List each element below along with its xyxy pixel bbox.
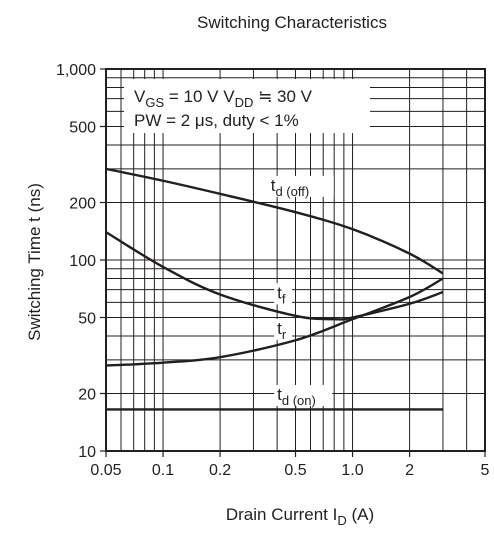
y-tick-label: 10 <box>78 444 96 461</box>
series-label-background <box>274 283 293 305</box>
td-on-label: td (on) <box>277 385 316 408</box>
series-label-background <box>267 175 334 197</box>
tick-labels: 0.05 0.1 0.2 0.5 1.0 2 5 10 20 50 100 200 500 1,000 <box>56 62 490 479</box>
condition-text: V <box>134 87 146 106</box>
condition-subscript: DD <box>235 95 254 110</box>
y-axis-label: Switching Time t (ns) <box>25 183 44 341</box>
x-axis-label: Drain Current ID (A) <box>226 505 374 528</box>
series-layer <box>105 167 444 411</box>
x-tick-label: 2 <box>405 462 414 479</box>
series-label-sub: d (on) <box>282 393 316 408</box>
series-label-sub: r <box>282 327 287 342</box>
chart-title: Switching Characteristics <box>197 13 387 32</box>
y-tick-label: 100 <box>69 253 96 270</box>
x-tick-label: 0.5 <box>284 462 306 479</box>
y-tick-label: 1,000 <box>56 62 96 79</box>
x-tick-label: 0.2 <box>209 462 231 479</box>
series-label-main: t <box>277 283 282 302</box>
series-label-background <box>274 318 293 340</box>
series-label-main: t <box>277 385 282 404</box>
plot-frame <box>105 68 486 452</box>
tf-label: tf <box>277 283 286 306</box>
test-conditions: VGS = 10 V VDD ≒ 30 VPW = 2 μs, duty < 1… <box>124 79 370 133</box>
y-tick-label: 50 <box>78 310 96 327</box>
conditions-background <box>124 79 370 133</box>
x-tick-label: 1.0 <box>341 462 363 479</box>
series-label-background <box>274 384 333 406</box>
td-off-label: td (off) <box>271 176 309 199</box>
conditions-line-2: PW = 2 μs, duty < 1% <box>134 111 299 130</box>
series-label-sub: d (off) <box>275 184 309 199</box>
tr-curve <box>105 277 444 367</box>
series-label-sub: f <box>282 291 286 306</box>
conditions-line-1: VGS = 10 V VDD ≒ 30 V <box>134 87 313 110</box>
condition-text: ≒ 30 V <box>253 87 312 106</box>
x-axis-label-main: Drain Current I <box>226 505 337 524</box>
x-tick-label: 0.05 <box>90 462 121 479</box>
series-label-main: t <box>277 319 282 338</box>
tf-curve <box>105 231 444 321</box>
x-axis-label-sub: D <box>337 513 346 528</box>
x-tick-label: 0.1 <box>152 462 174 479</box>
x-axis-label-suffix: (A) <box>347 505 374 524</box>
tr-label: tr <box>277 319 287 342</box>
y-tick-label: 20 <box>78 387 96 404</box>
series-label-main: t <box>271 176 276 195</box>
condition-text: PW = 2 μs, duty < 1% <box>134 111 299 130</box>
condition-subscript: GS <box>145 95 164 110</box>
y-tick-label: 200 <box>69 196 96 213</box>
td-off-curve <box>105 167 444 275</box>
y-tick-label: 500 <box>69 119 96 136</box>
x-tick-label: 5 <box>481 462 490 479</box>
condition-text: = 10 V V <box>164 87 235 106</box>
